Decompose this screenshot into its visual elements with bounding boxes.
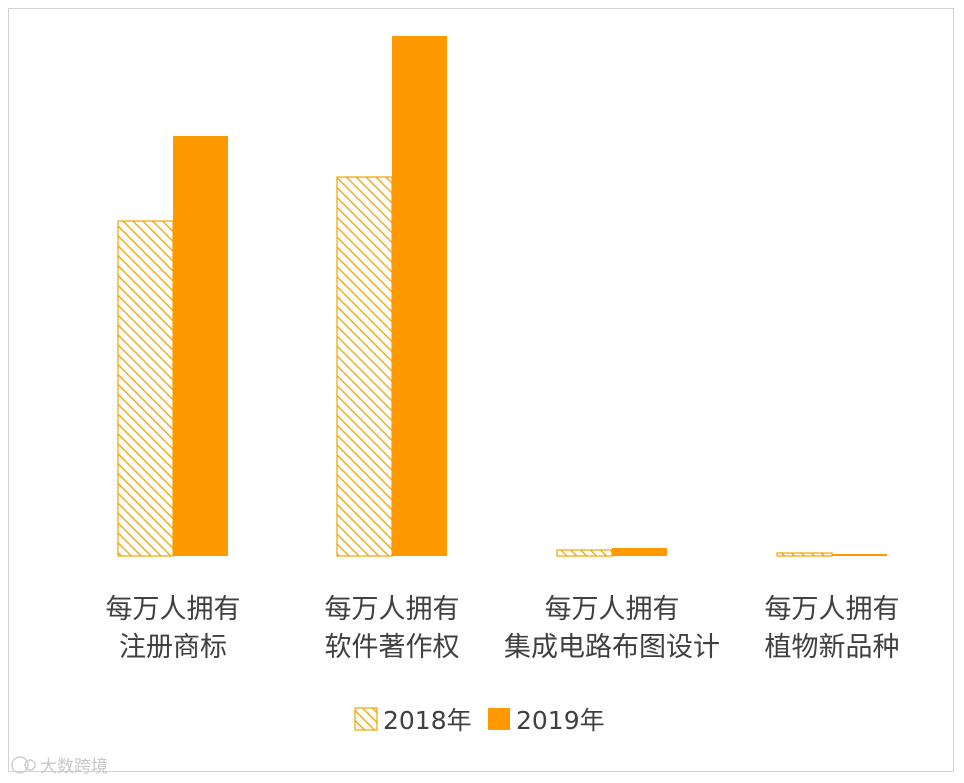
category-label-0-line-0: 每万人拥有 xyxy=(106,594,241,625)
bar-2018年-2 xyxy=(556,549,613,557)
bar-2019年-0 xyxy=(173,136,228,556)
bar-2019年-1 xyxy=(392,36,447,556)
legend-swatch-2019 xyxy=(488,708,510,730)
bar-2018年-1 xyxy=(336,176,393,557)
watermark-logo-icon xyxy=(11,756,29,774)
category-label-2-line-1: 集成电路布图设计 xyxy=(504,632,720,663)
legend: 2018年 2019年 xyxy=(354,706,605,735)
legend-swatch-2018 xyxy=(354,707,378,731)
watermark: 大数跨境 xyxy=(11,756,108,777)
category-label-2-line-0: 每万人拥有 xyxy=(545,594,680,625)
watermark-text: 大数跨境 xyxy=(40,757,108,777)
category-label-0-line-1: 注册商标 xyxy=(119,632,227,663)
bar-2019年-3 xyxy=(832,554,887,556)
category-label-3-line-0: 每万人拥有 xyxy=(765,594,900,625)
category-label-1-line-1: 软件著作权 xyxy=(325,632,460,663)
bar-2019年-2 xyxy=(612,548,667,556)
bar-2018年-3 xyxy=(776,552,833,557)
category-label-3-line-1: 植物新品种 xyxy=(765,632,900,663)
legend-label-2018: 2018年 xyxy=(383,706,472,735)
bar-2018年-0 xyxy=(117,220,174,557)
legend-label-2019: 2019年 xyxy=(516,706,605,735)
category-label-1-line-0: 每万人拥有 xyxy=(325,594,460,625)
